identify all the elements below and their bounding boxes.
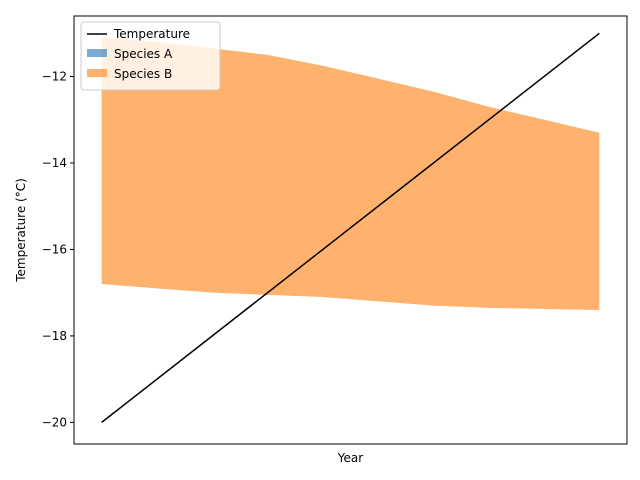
y-tick-label: −20 (42, 415, 67, 429)
area-species-b (101, 37, 600, 310)
y-tick-label: −18 (42, 329, 67, 343)
y-tick-label: −16 (42, 242, 67, 256)
legend-swatch-species-a (87, 49, 107, 57)
legend-swatch-species-b (87, 69, 107, 77)
legend-label-temperature: Temperature (113, 27, 190, 41)
y-tick-label: −12 (42, 70, 67, 84)
line-temperature (101, 32, 600, 423)
legend-label-species-a: Species A (114, 47, 173, 61)
y-axis-label: Temperature (°C) (14, 178, 28, 283)
x-axis-label: Year (337, 451, 363, 465)
legend-label-species-b: Species B (114, 67, 172, 81)
line-series-group (101, 32, 600, 423)
area-series-group (101, 37, 600, 310)
y-axis-ticks: −20 −18 −16 −14 −12 (42, 70, 74, 429)
plot-frame (73, 15, 628, 445)
y-tick-label: −14 (42, 156, 67, 170)
legend: Temperature Species A Species B (80, 21, 221, 91)
legend-box (80, 21, 221, 91)
